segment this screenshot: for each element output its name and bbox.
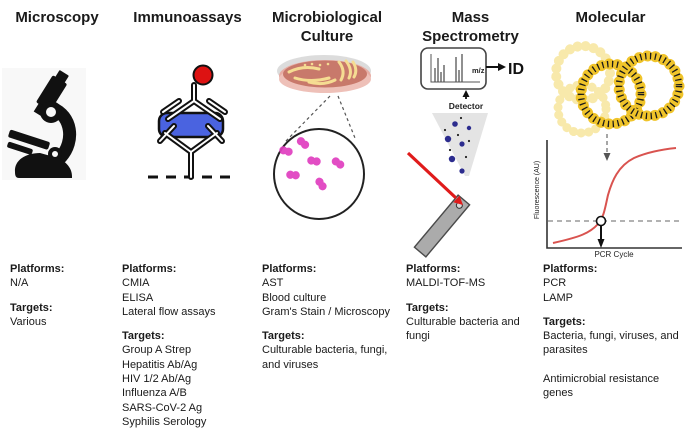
platforms-label: Platforms: [10,263,65,275]
plasmid-bright-left [575,58,647,130]
detector-label: Detector [449,101,484,111]
targets-list: Various [10,315,47,328]
textblock-immunoassays: Platforms: CMIA ELISA Lateral flow assay… [122,262,257,429]
platforms-list: N/A [10,277,29,290]
mass-spectrum-plot [430,54,480,83]
petri-dish [277,55,371,93]
column-title-microscopy: Microscopy [15,9,99,26]
bacteria-diplococci [279,137,345,191]
platforms-list: MALDI-TOF-MS [406,277,486,290]
column-title-immunoassays: Immunoassays [133,9,242,26]
molecular-icon: PCR Cycle Fluorescence (AU) [534,41,685,259]
ct-marker-circle [595,215,607,227]
targets-label: Targets: [543,315,586,328]
targets-list: Culturable bacteria and fungi [406,315,520,343]
id-output-arrow [486,63,506,71]
platforms-label: Platforms: [262,263,317,275]
capture-antibody [157,123,225,180]
sigmoid-curve [552,147,677,244]
platforms-list: CMIA ELISA Lateral flow assays [122,277,216,318]
mass-spectrometry-icon: m/z ID Detector [406,47,524,258]
colony-dots [303,62,330,67]
textblock-mass-spec: Platforms: MALDI-TOF-MS Targets: Cultura… [406,262,544,343]
detector-arrow [462,90,470,99]
ion-particles [444,121,472,174]
amplification-dashed-arrow [603,134,611,161]
plasmid-rings [551,41,685,138]
magnified-view-circle [273,128,365,220]
detection-label-dot [192,64,214,86]
mz-axis-label: m/z [472,66,485,75]
pcr-curve-graph: PCR Cycle Fluorescence (AU) [534,140,682,259]
antigen-shape [157,111,225,139]
textblock-microscopy: Platforms: N/A Targets: Various [10,262,116,329]
colony-streaks [287,59,358,86]
platforms-list: AST Blood culture Gram's Stain / Microsc… [262,277,391,318]
column-title-mass-spec: Mass Spectrometry [422,9,519,45]
culture-icon [273,55,371,220]
laser-arrow [406,151,463,205]
small-particles [443,116,471,159]
platforms-label: Platforms: [122,263,177,275]
plasmid-bright-right [613,50,685,122]
spectrum-display-box [420,47,487,90]
x-axis-label: PCR Cycle [594,250,634,259]
ct-marker-arrow [597,226,605,248]
platforms-label: Platforms: [543,263,598,275]
immunoassay-sandwich-icon [148,64,232,180]
targets-list: Bacteria, fungi, viruses, and parasites … [543,330,679,400]
platforms-label: Platforms: [406,263,461,275]
magnification-lines [284,95,356,143]
column-title-molecular: Molecular [575,9,646,26]
platforms-list: PCR LAMP [543,277,573,304]
targets-label: Targets: [262,330,305,343]
textblock-molecular: Platforms: PCR LAMP Targets: Bacteria, f… [543,262,689,401]
graph-axes [546,140,682,249]
column-title-culture: Microbiological Culture [271,9,382,45]
targets-label: Targets: [10,301,53,314]
targets-label: Targets: [122,330,165,343]
textblock-culture: Platforms: AST Blood culture Gram's Stai… [262,262,408,372]
id-label: ID [508,61,524,78]
microscope-glyph [7,70,77,178]
detection-antibody [160,82,228,122]
targets-label: Targets: [406,301,449,314]
targets-list: Culturable bacteria, fungi, and viruses [262,344,388,371]
y-axis-label: Fluorescence (AU) [534,161,541,219]
targets-list: Group A Strep Hepatitis Ab/Ag HIV 1/2 Ab… [122,344,207,428]
microscope-icon [7,70,77,178]
